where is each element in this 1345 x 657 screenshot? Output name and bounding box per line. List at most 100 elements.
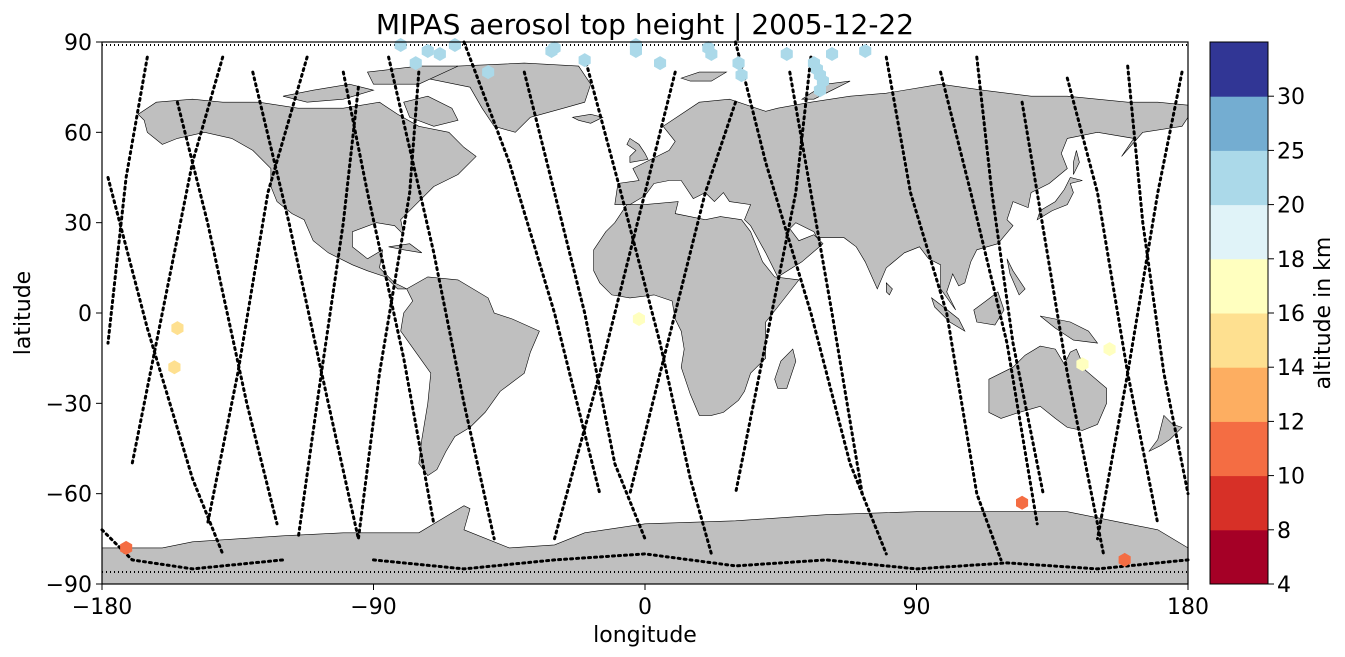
colorbar-segment — [1210, 150, 1268, 206]
colorbar-tick-label: 16 — [1277, 302, 1305, 327]
orbit-track — [1126, 64, 1190, 496]
colorbar-tick-label: 4 — [1277, 573, 1291, 598]
y-tick-label: 0 — [78, 302, 92, 327]
aerosol-point — [421, 44, 434, 58]
orbit-track — [206, 55, 309, 526]
orbit-track — [628, 100, 737, 496]
aerosol-point — [1103, 342, 1116, 357]
orbit-track — [130, 55, 225, 466]
land-south-america — [400, 276, 540, 477]
colorbar-tick-label: 30 — [1277, 85, 1305, 110]
y-tick-label: 90 — [64, 31, 92, 56]
orbit-track — [788, 70, 864, 496]
aerosol-point — [578, 53, 591, 68]
land-sri-lanka — [885, 282, 893, 296]
orbit-track — [356, 70, 421, 541]
land-iceland — [571, 113, 604, 124]
land-philippines — [1006, 258, 1026, 296]
land-cuba — [388, 243, 422, 254]
aerosol-point — [409, 56, 422, 71]
orbit-track — [106, 55, 149, 345]
colorbar-tick-label: 25 — [1277, 139, 1305, 164]
chart-title: MIPAS aerosol top height | 2005-12-22 — [376, 8, 914, 41]
colorbar-segment — [1210, 367, 1268, 422]
orbit-track — [884, 55, 1003, 562]
orbit-track — [975, 55, 1045, 496]
colorbar-segment — [1210, 42, 1268, 97]
aerosol-point — [780, 47, 793, 61]
orbit-track — [296, 85, 360, 541]
orbit-track — [387, 55, 496, 541]
aerosol-point — [813, 83, 826, 98]
orbit-track — [462, 40, 602, 496]
orbit-track — [734, 55, 813, 496]
orbit-track — [251, 70, 360, 541]
colorbar-segment — [1210, 475, 1268, 531]
satellite-tracks — [100, 40, 1190, 573]
x-tick-label: 180 — [1167, 595, 1209, 620]
colorbar-tick-label: 8 — [1277, 519, 1291, 544]
x-tick-label: −90 — [350, 595, 396, 620]
y-tick-label: −60 — [46, 483, 92, 508]
orbit-track — [341, 70, 436, 526]
y-tick-label: −90 — [46, 573, 92, 598]
aerosol-points — [120, 38, 1131, 567]
land-madagascar — [774, 348, 797, 389]
land-eurasia — [614, 83, 1189, 311]
orbit-track — [100, 528, 285, 571]
orbit-track — [372, 552, 1190, 571]
x-tick-label: 0 — [638, 595, 652, 620]
land-antarctica — [101, 505, 1189, 585]
colorbar-tick-label: 20 — [1277, 194, 1305, 219]
aerosol-point — [1016, 495, 1029, 510]
y-tick-label: −30 — [46, 392, 92, 417]
aerosol-point — [732, 56, 745, 71]
land-greenland — [423, 62, 592, 133]
aerosol-point — [654, 56, 667, 71]
orbit-track — [939, 70, 1039, 526]
aerosol-point — [629, 44, 642, 58]
colorbar-tick-label: 18 — [1277, 248, 1305, 273]
colorbar-tick-label: 10 — [1277, 465, 1305, 490]
colorbar-tick-label: 12 — [1277, 410, 1305, 435]
aerosol-point — [120, 540, 133, 555]
orbit-track — [1020, 100, 1105, 556]
colorbar-label: altitude in km — [1311, 237, 1336, 390]
orbit-track — [106, 176, 225, 556]
colorbar-segment — [1210, 529, 1268, 585]
colorbar-segment — [1210, 258, 1268, 314]
land-canadian-archipelago-2 — [367, 65, 459, 85]
land-africa — [593, 201, 800, 416]
x-tick-label: 90 — [903, 595, 931, 620]
aerosol-point — [482, 65, 495, 80]
orbit-track — [1065, 76, 1160, 526]
aerosol-point — [705, 47, 718, 61]
aerosol-point — [168, 360, 181, 375]
colorbar-segment — [1210, 313, 1268, 368]
aerosol-point — [826, 47, 839, 61]
y-axis-label: latitude — [11, 271, 36, 355]
land-uk — [626, 137, 649, 163]
land-sakhalin — [1073, 150, 1080, 175]
aerosol-point — [171, 321, 184, 336]
land-new-guinea — [1040, 315, 1099, 344]
aerosol-point — [1076, 357, 1089, 372]
land-svalbard — [680, 71, 728, 82]
y-tick-label: 30 — [64, 212, 92, 237]
orbit-track — [522, 70, 647, 541]
x-tick-label: −180 — [72, 595, 132, 620]
map-plot-area — [100, 38, 1190, 585]
y-axis: −90 −60 −30 0 30 60 90 — [46, 31, 102, 598]
land-japan — [1036, 177, 1083, 221]
aerosol-point — [545, 44, 558, 58]
colorbar-segment — [1210, 421, 1268, 477]
aerosol-point — [632, 312, 645, 326]
colorbar-segment — [1210, 96, 1268, 151]
orbit-track — [583, 55, 713, 556]
x-axis-label: longitude — [593, 623, 697, 648]
x-axis: −180 −90 0 90 180 — [72, 584, 1209, 620]
aerosol-point — [433, 47, 446, 61]
orbit-track — [1096, 70, 1184, 541]
y-tick-label: 60 — [64, 121, 92, 146]
